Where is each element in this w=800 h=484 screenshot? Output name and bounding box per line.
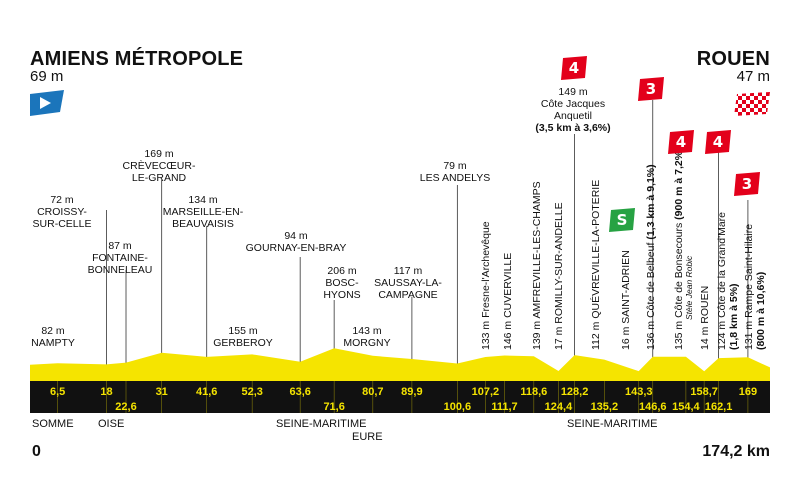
km-label: 52,3 bbox=[241, 386, 262, 398]
km-band bbox=[30, 381, 770, 413]
place-marseille: 134 m MARSEILLE-EN- BEAUVAISIS bbox=[162, 194, 244, 230]
start-altitude: 69 m bbox=[30, 68, 64, 85]
km-label: 154,4 bbox=[672, 401, 700, 413]
finish-altitude: 47 m bbox=[736, 68, 770, 85]
km-label: 89,9 bbox=[401, 386, 422, 398]
start-town: AMIENS MÉTROPOLE bbox=[30, 48, 244, 70]
place-gerberoy: 155 m GERBEROY bbox=[213, 325, 273, 349]
vplace-romilly: 17 m ROMILLY-SUR-ANDELLE bbox=[553, 202, 565, 350]
place-bosc-hyons: 206 m BOSC- HYONS bbox=[323, 265, 361, 301]
km-label: 31 bbox=[156, 386, 168, 398]
vplace-fresne: 133 m Fresne-l'Archevêque bbox=[480, 221, 492, 350]
place-nampty: 82 m NAMPTY bbox=[31, 325, 75, 349]
start-km: 0 bbox=[32, 443, 41, 460]
region-eure: EURE bbox=[352, 431, 383, 443]
km-label: 6,5 bbox=[50, 386, 65, 398]
place-les-andelys: 79 m LES ANDELYS bbox=[419, 160, 491, 184]
km-label: 22,6 bbox=[115, 401, 136, 413]
vplace-amfreville: 139 m AMFREVILLE-LES-CHAMPS bbox=[531, 181, 543, 350]
km-label: 71,6 bbox=[323, 401, 344, 413]
km-label: 158,7 bbox=[690, 386, 718, 398]
vplace-saint-hilaire-detail: (800 m à 10,6%) bbox=[755, 271, 767, 350]
vplace-grand-mare: 124 m Côte de la Grand'Mare bbox=[716, 212, 728, 350]
km-label: 100,6 bbox=[444, 401, 472, 413]
region-somme: SOMME bbox=[32, 418, 74, 430]
km-label: 63,6 bbox=[289, 386, 310, 398]
km-label: 111,7 bbox=[491, 401, 517, 413]
start-flag-icon bbox=[30, 90, 64, 123]
km-label: 128,2 bbox=[561, 386, 589, 398]
vplace-grand-mare-detail: (1,8 km à 5%) bbox=[728, 283, 740, 350]
km-label: 118,6 bbox=[520, 386, 547, 398]
km-label: 162,1 bbox=[705, 401, 733, 413]
km-label: 107,2 bbox=[472, 386, 500, 398]
km-label: 169 bbox=[739, 386, 757, 398]
place-croissy: 72 m CROISSY- SUR-CELLE bbox=[32, 194, 92, 230]
sprint-flag-icon: S bbox=[609, 208, 635, 232]
km-label: 41,6 bbox=[196, 386, 217, 398]
km-label: 124,4 bbox=[545, 401, 573, 413]
vplace-bonsecours-sub: Stèle Jean Robic bbox=[684, 255, 694, 320]
region-seine-maritime: SEINE-MARITIME bbox=[276, 418, 367, 430]
climb-cat3-flag-icon: 3 bbox=[638, 77, 664, 101]
place-morgny: 143 m MORGNY bbox=[343, 325, 391, 349]
climb-cat4-flag-icon: 4 bbox=[705, 130, 731, 154]
place-fontaine: 87 m FONTAINE- BONNELEAU bbox=[87, 240, 153, 276]
climb-jacques-anquetil: 149 m Côte Jacques Anquetil (3,5 km à 3,… bbox=[535, 86, 611, 134]
vplace-quevreville: 112 m QUÉVREVILLE-LA-POTERIE bbox=[590, 179, 602, 350]
vplace-saint-adrien: 16 m SAINT-ADRIEN bbox=[620, 250, 632, 350]
climb-cat4-flag-icon: 4 bbox=[668, 130, 694, 154]
km-label: 143,3 bbox=[625, 386, 653, 398]
place-crevecoeur: 169 m CRÈVECŒUR- LE-GRAND bbox=[122, 148, 196, 184]
km-label: 135,2 bbox=[591, 401, 619, 413]
km-label: 18 bbox=[100, 386, 112, 398]
finish-town: ROUEN bbox=[696, 48, 770, 70]
region-oise: OISE bbox=[98, 418, 125, 430]
profile-area bbox=[30, 348, 770, 381]
total-distance: 174,2 km bbox=[702, 443, 770, 460]
vplace-belbeuf: 136 m Côte de Belbeuf (1,3 km à 9,1%) bbox=[645, 164, 657, 350]
place-gournay: 94 m GOURNAY-EN-BRAY bbox=[245, 230, 347, 254]
climb-cat4-flag-icon: 4 bbox=[561, 56, 587, 80]
climb-cat3-flag-icon: 3 bbox=[734, 172, 760, 196]
place-saussay: 117 m SAUSSAY-LA- CAMPAGNE bbox=[374, 265, 442, 301]
vplace-cuverville: 146 m CUVERVILLE bbox=[502, 252, 514, 350]
km-label: 80,7 bbox=[362, 386, 383, 398]
vplace-saint-hilaire: 131 m Rampe Saint-Hilaire bbox=[743, 223, 755, 350]
vplace-rouen: 14 m ROUEN bbox=[699, 285, 711, 350]
region-seine-maritime: SEINE-MARITIME bbox=[567, 418, 658, 430]
km-label: 146,6 bbox=[639, 401, 667, 413]
finish-flag-icon bbox=[734, 92, 770, 121]
